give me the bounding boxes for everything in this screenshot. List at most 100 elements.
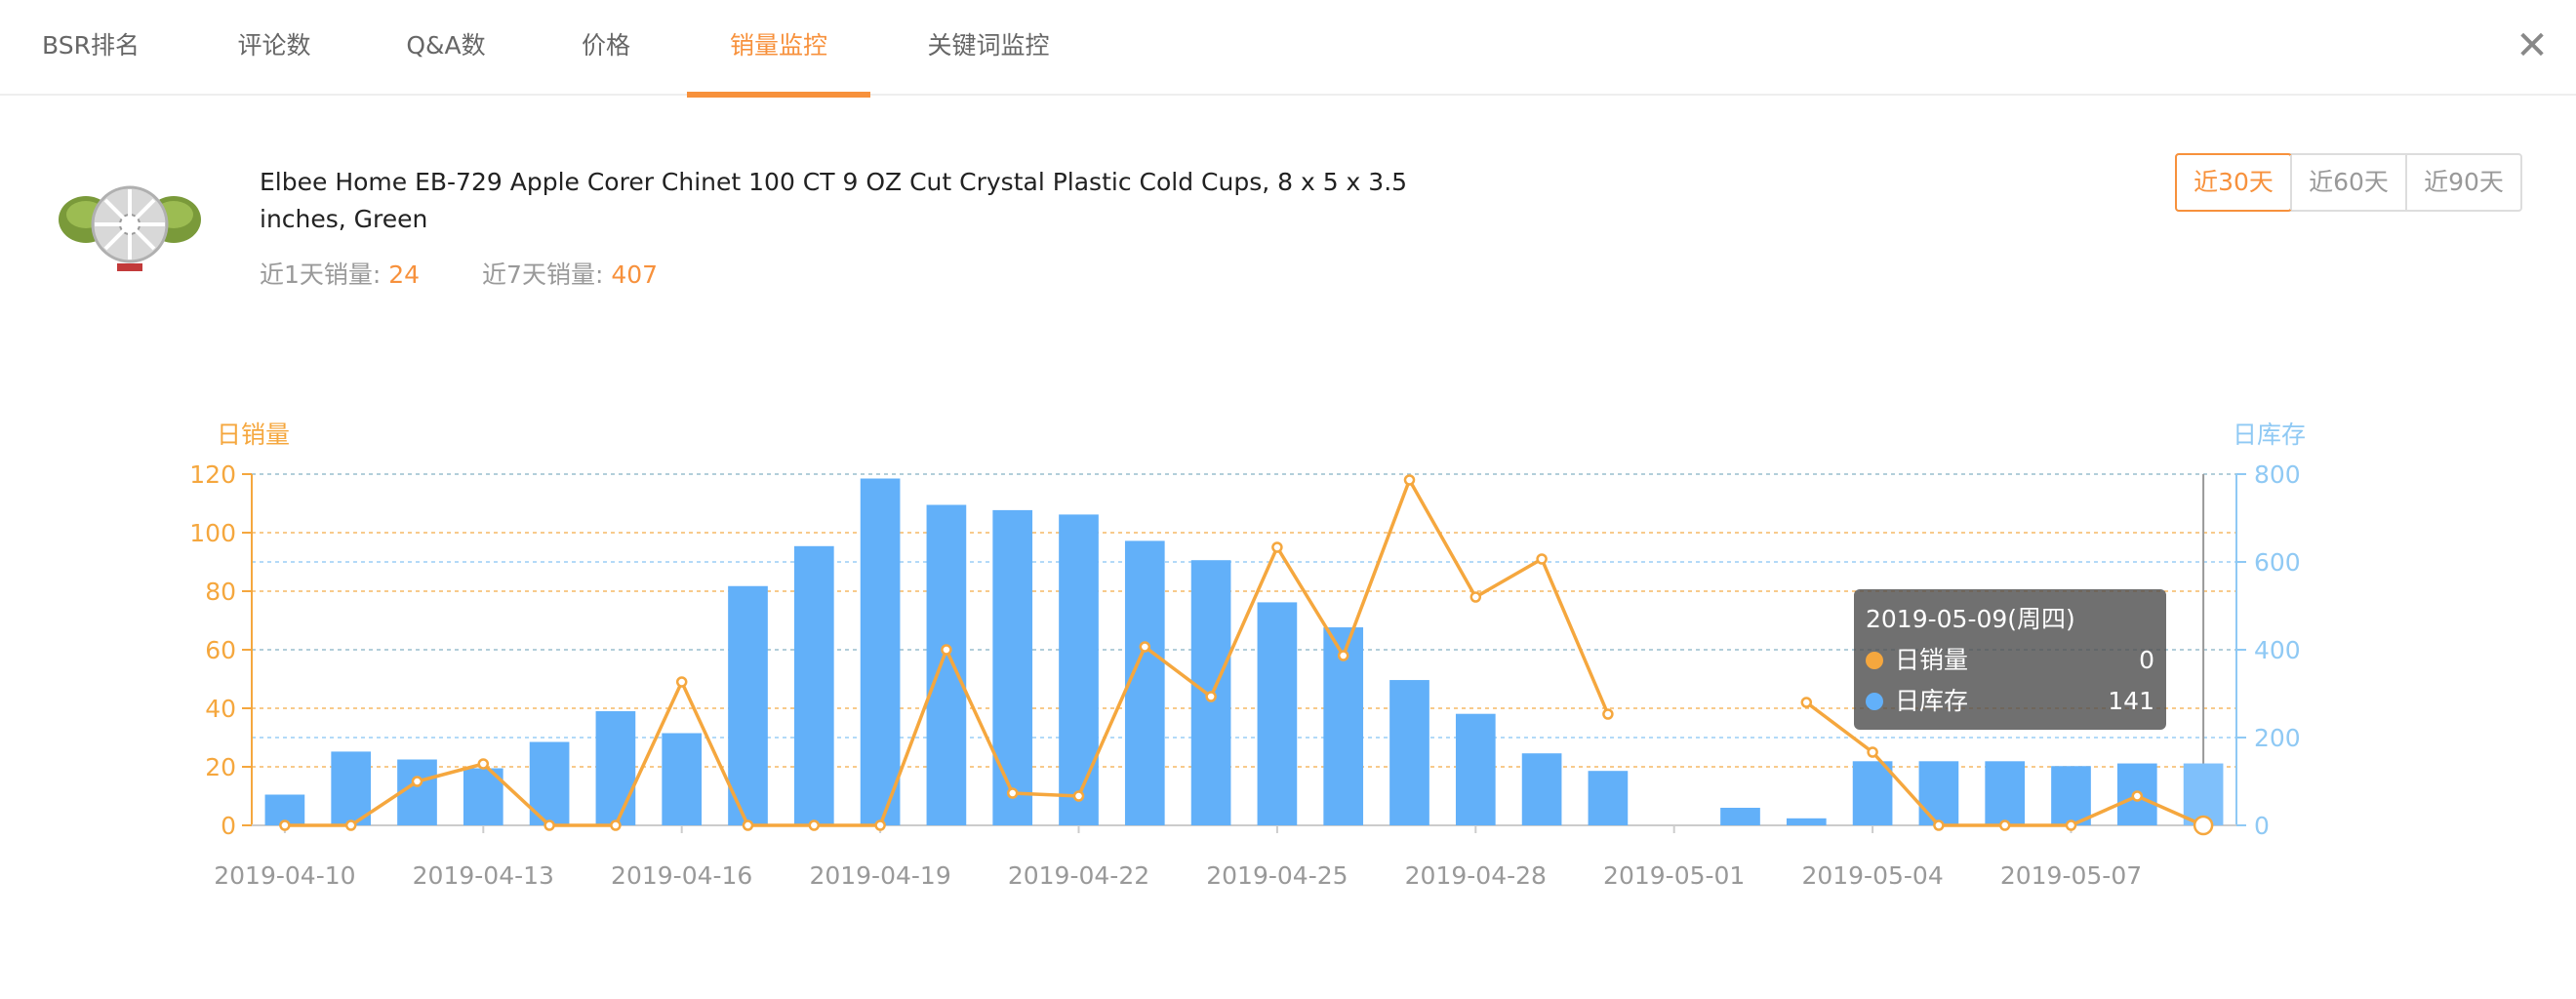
inventory-bar xyxy=(1852,761,1893,825)
chart-tooltip: 2019-05-09(周四) 日销量 0 日库存 141 xyxy=(1854,589,2166,730)
sales-line-point xyxy=(1867,746,1878,758)
left-axis-tick-label: 60 xyxy=(205,636,236,664)
sales-line-point xyxy=(1072,790,1085,802)
x-axis-tick-label: 2019-04-19 xyxy=(809,861,950,890)
sales-line-point xyxy=(1271,541,1283,553)
left-axis-tick-label: 40 xyxy=(205,695,236,723)
right-axis-tick-label: 400 xyxy=(2254,636,2301,664)
date-range-selector: 近30天 近60天 近90天 xyxy=(2175,153,2522,212)
sales-line-point xyxy=(2065,819,2077,831)
left-axis-tick-label: 80 xyxy=(205,578,236,606)
tooltip-sales-label: 日销量 xyxy=(1895,646,1969,674)
tooltip-sales-value: 0 xyxy=(2139,646,2154,674)
sales-line-point xyxy=(2131,790,2144,802)
sales-line-point xyxy=(1205,691,1217,702)
tooltip-inventory-value: 141 xyxy=(2108,687,2154,715)
sales-line-point xyxy=(1800,697,1813,708)
sales-line-point xyxy=(1469,591,1482,603)
sales-1d-label: 近1天销量: xyxy=(260,260,389,289)
tab-bar: BSR排名 评论数 Q&A数 价格 销量监控 关键词监控 xyxy=(0,0,2576,98)
inventory-bar xyxy=(1257,602,1298,825)
tab-price[interactable]: 价格 xyxy=(581,31,630,60)
sales-line-point xyxy=(610,819,622,831)
inventory-bar xyxy=(1521,753,1562,825)
inventory-bar xyxy=(1918,761,1959,825)
sales-line-point xyxy=(2193,815,2214,836)
inventory-bar xyxy=(1455,713,1496,825)
inventory-bar xyxy=(1588,771,1629,825)
right-axis-tick-label: 200 xyxy=(2254,724,2301,752)
range-90-days-button[interactable]: 近90天 xyxy=(2405,155,2520,210)
inventory-bar xyxy=(1720,808,1760,825)
x-axis-tick-label: 2019-04-13 xyxy=(413,861,554,890)
inventory-bar xyxy=(926,504,967,825)
sales-line-point xyxy=(941,644,952,656)
sales-summary: 近1天销量: 24 近7天销量: 407 xyxy=(260,256,712,291)
inventory-bar xyxy=(331,751,372,825)
left-axis-tick-label: 120 xyxy=(189,460,236,489)
right-axis-tick-label: 600 xyxy=(2254,548,2301,577)
x-axis-tick-label: 2019-04-25 xyxy=(1206,861,1348,890)
x-axis-tick-label: 2019-05-01 xyxy=(1603,861,1745,890)
tooltip-sales-dot-icon xyxy=(1866,652,1883,669)
x-axis-tick-label: 2019-04-10 xyxy=(214,861,355,890)
right-axis-tick-label: 800 xyxy=(2254,460,2301,489)
inventory-bar xyxy=(1985,761,2026,825)
inventory-bar xyxy=(2183,763,2224,825)
tab-bsr-rank[interactable]: BSR排名 xyxy=(42,31,140,60)
close-icon[interactable]: ✕ xyxy=(2516,23,2549,68)
sales-line-point xyxy=(1602,708,1614,720)
tooltip-row-sales: 日销量 0 xyxy=(1866,640,2154,681)
tooltip-inventory-dot-icon xyxy=(1866,693,1883,710)
right-axis-tick-label: 0 xyxy=(2254,812,2270,840)
x-axis-tick-label: 2019-04-16 xyxy=(611,861,752,890)
sales-line-point xyxy=(1006,787,1019,799)
inventory-bar xyxy=(992,509,1033,825)
inventory-bar xyxy=(793,545,834,825)
inventory-bar xyxy=(595,711,636,825)
sales-line-point xyxy=(543,819,555,831)
apple-corer-product-icon xyxy=(59,185,201,271)
x-axis-tick-label: 2019-04-28 xyxy=(1405,861,1547,890)
sales-line-point xyxy=(1536,553,1548,565)
left-axis-tick-label: 100 xyxy=(189,519,236,547)
inventory-bar xyxy=(728,585,768,825)
inventory-bar xyxy=(1786,818,1827,825)
tooltip-inventory-label: 日库存 xyxy=(1895,687,1969,715)
inventory-bar xyxy=(2051,766,2091,825)
sales-line-point xyxy=(1139,641,1151,653)
tab-qa-count[interactable]: Q&A数 xyxy=(406,31,486,60)
tooltip-date: 2019-05-09(周四) xyxy=(1866,605,2075,633)
x-axis-tick-label: 2019-05-04 xyxy=(1801,861,1943,890)
sales-line-point xyxy=(1403,474,1416,486)
range-60-days-button[interactable]: 近60天 xyxy=(2290,155,2405,210)
right-axis-title: 日库存 xyxy=(2233,420,2306,449)
inventory-bar xyxy=(860,478,901,825)
inventory-bar xyxy=(662,733,703,825)
inventory-bar xyxy=(397,759,437,825)
tab-sales-monitor[interactable]: 销量监控 xyxy=(687,0,870,98)
left-axis-tick-label: 0 xyxy=(221,812,236,840)
sales-1d-value: 24 xyxy=(388,260,421,289)
product-title: Elbee Home EB-729 Apple Corer Chinet 100… xyxy=(260,168,1408,233)
x-axis-tick-label: 2019-04-22 xyxy=(1008,861,1149,890)
tab-review-count[interactable]: 评论数 xyxy=(237,31,311,60)
inventory-bar xyxy=(1124,540,1165,825)
sales-line-point xyxy=(874,819,886,831)
sales-7d-value: 407 xyxy=(611,260,659,289)
sales-line-point xyxy=(1933,819,1945,831)
sales-line-point xyxy=(411,776,423,787)
sales-line-point xyxy=(344,819,357,831)
range-30-days-button[interactable]: 近30天 xyxy=(2175,153,2292,212)
tab-keyword-monitor[interactable]: 关键词监控 xyxy=(927,31,1050,60)
x-axis-tick-label: 2019-05-07 xyxy=(2000,861,2142,890)
tooltip-row-inventory: 日库存 141 xyxy=(1866,681,2154,722)
inventory-bar xyxy=(1059,514,1099,825)
left-axis-tick-label: 20 xyxy=(205,753,236,781)
sales-1d: 近1天销量: 24 xyxy=(260,260,420,289)
inventory-bar xyxy=(1389,680,1429,825)
sales-line-point xyxy=(808,819,821,831)
sales-7d-label: 近7天销量: xyxy=(482,260,612,289)
sales-line-point xyxy=(1998,819,2011,831)
